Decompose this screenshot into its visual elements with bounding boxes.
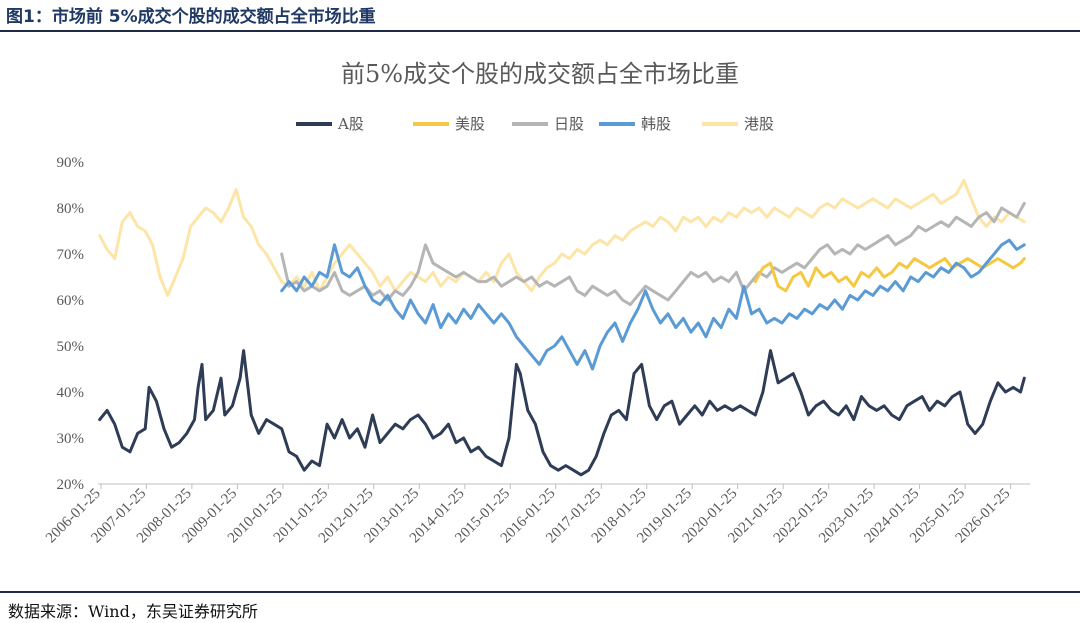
chart-title: 前5%成交个股的成交额占全市场比重 xyxy=(341,60,739,88)
y-tick-label: 20% xyxy=(57,477,85,493)
series-line xyxy=(280,238,1026,371)
series-line xyxy=(280,201,1026,307)
line-chart: 前5%成交个股的成交额占全市场比重 A股 美股 日股 韩股 港股 20% 30% 40% 50… xyxy=(43,60,1030,546)
series-line xyxy=(98,349,1026,477)
figure-title: 图1：市场前 5%成交个股的成交额占全市场比重 xyxy=(6,7,376,27)
y-tick-label: 70% xyxy=(57,247,85,263)
data-source-note: 数据来源：Wind，东吴证券研究所 xyxy=(8,602,258,621)
chart-legend: A股 美股 日股 韩股 港股 xyxy=(296,115,774,133)
legend-label: 美股 xyxy=(455,115,485,133)
y-tick-label: 50% xyxy=(57,339,85,355)
y-tick-label: 40% xyxy=(57,385,85,401)
y-axis: 20% 30% 40% 50% 60% 70% 80% 90% xyxy=(57,155,85,493)
legend-label: 韩股 xyxy=(641,115,671,133)
y-tick-label: 90% xyxy=(57,155,85,171)
y-tick-label: 60% xyxy=(57,293,85,309)
series-line xyxy=(98,178,1026,297)
series-layer xyxy=(98,178,1026,477)
y-tick-label: 30% xyxy=(57,431,85,447)
bottom-divider xyxy=(0,591,1080,593)
x-axis: 2006-01-252007-01-252008-01-252009-01-25… xyxy=(43,483,1030,546)
legend-label: 日股 xyxy=(554,115,584,133)
legend-label: 港股 xyxy=(744,115,774,133)
y-tick-label: 80% xyxy=(57,201,85,217)
top-divider xyxy=(0,30,1080,32)
legend-label: A股 xyxy=(337,115,364,133)
